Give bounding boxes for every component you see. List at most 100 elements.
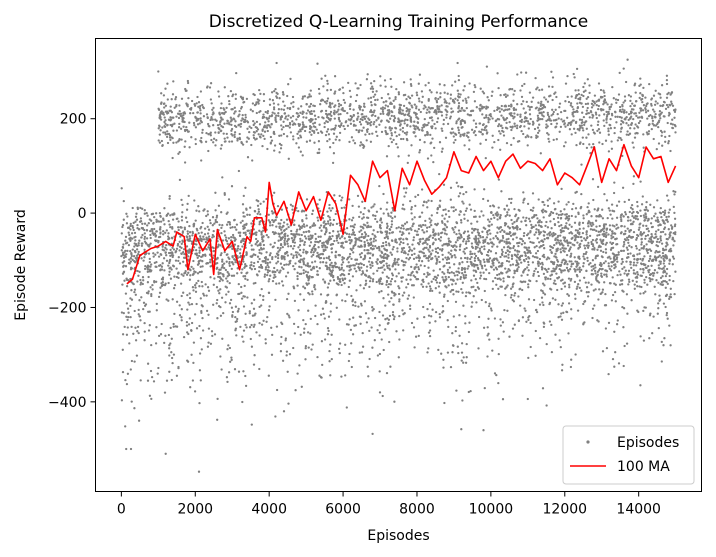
episode-point (294, 235, 297, 238)
episode-point (346, 265, 349, 268)
episode-point (527, 286, 530, 289)
episode-point (647, 259, 651, 263)
episode-point (651, 117, 654, 120)
episode-point (469, 114, 473, 117)
episode-point (575, 143, 578, 147)
episode-point (421, 95, 424, 98)
episode-point (400, 259, 404, 262)
episode-point (569, 102, 573, 105)
episode-point (450, 249, 453, 252)
episode-point (672, 190, 675, 193)
episode-point (493, 140, 496, 144)
episode-point (328, 203, 331, 207)
episode-point (556, 216, 560, 219)
episode-point (211, 224, 214, 227)
episode-point (603, 223, 606, 226)
episode-point (539, 117, 542, 121)
episode-point (278, 142, 282, 146)
episode-point (311, 234, 314, 237)
episode-point (513, 207, 516, 211)
episode-point (486, 96, 489, 99)
episode-point (591, 178, 595, 181)
episode-point (520, 243, 524, 246)
episode-point (654, 251, 657, 254)
episode-point (449, 131, 452, 134)
episode-point (661, 144, 664, 147)
episode-point (652, 94, 656, 97)
episode-point (459, 135, 462, 138)
episode-point (305, 103, 308, 106)
episode-point (256, 239, 259, 243)
episode-point (329, 279, 332, 282)
episode-point (382, 112, 385, 115)
episode-point (131, 206, 134, 210)
episode-point (659, 96, 662, 99)
episode-point (577, 247, 580, 250)
episode-point (200, 141, 203, 144)
episode-point (370, 110, 374, 114)
episode-point (145, 211, 148, 215)
episode-point (122, 218, 125, 221)
episode-point (450, 107, 453, 110)
episode-point (632, 117, 635, 121)
episode-point (594, 219, 598, 222)
episode-point (372, 237, 376, 240)
episode-point (510, 143, 513, 147)
episode-point (352, 123, 356, 126)
episode-point (393, 115, 396, 118)
episode-point (656, 199, 659, 202)
episode-point (262, 134, 265, 138)
episode-point (637, 228, 641, 231)
episode-point (178, 104, 181, 107)
episode-point (480, 252, 484, 255)
episode-point (526, 120, 530, 123)
episode-point (273, 144, 277, 147)
episode-point (639, 292, 642, 295)
episode-point (601, 208, 604, 211)
episode-point (634, 244, 638, 248)
episode-point (622, 110, 626, 114)
episode-point (320, 77, 323, 80)
episode-point (238, 123, 241, 126)
episode-point (560, 261, 563, 264)
episode-point (481, 230, 484, 233)
episode-point (485, 253, 489, 257)
episode-point (445, 105, 448, 108)
episode-point (268, 224, 272, 227)
episode-point (523, 117, 527, 120)
episode-point (496, 214, 499, 217)
episode-point (452, 141, 456, 144)
episode-point (406, 118, 409, 122)
episode-point (409, 199, 412, 203)
episode-point (619, 273, 622, 276)
episode-point (361, 217, 364, 220)
episode-point (574, 215, 577, 218)
episode-point (673, 224, 677, 228)
episode-point (301, 95, 305, 98)
episode-point (327, 239, 330, 242)
episode-point (230, 185, 234, 188)
episode-point (444, 275, 447, 279)
episode-point (639, 77, 642, 80)
episode-point (219, 129, 222, 133)
episode-point (242, 231, 245, 235)
episode-point (307, 237, 310, 241)
episode-point (538, 219, 541, 222)
episode-point (524, 111, 528, 114)
episode-point (654, 100, 657, 103)
episode-point (185, 89, 188, 92)
episode-point (188, 146, 191, 149)
episode-point (633, 136, 637, 139)
episode-point (280, 208, 284, 211)
episode-point (284, 117, 287, 120)
episode-point (623, 225, 626, 228)
episode-point (580, 268, 583, 272)
episode-point (184, 129, 187, 133)
episode-point (504, 215, 507, 218)
episode-point (369, 82, 373, 85)
episode-point (592, 244, 595, 248)
episode-point (129, 249, 132, 253)
episode-point (363, 102, 366, 105)
episode-point (135, 218, 139, 221)
episode-point (137, 244, 140, 247)
